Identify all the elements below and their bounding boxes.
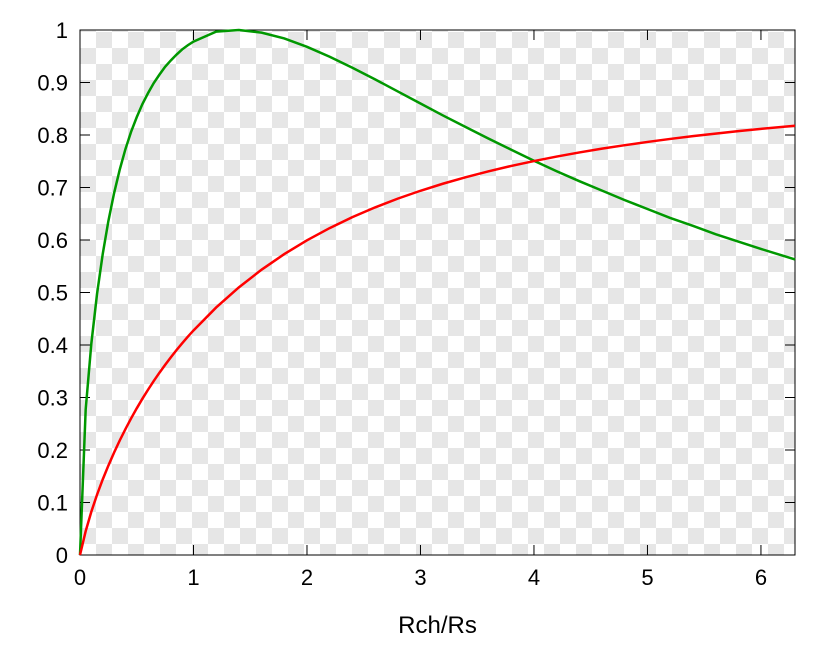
x-tick-label: 1 xyxy=(187,565,199,590)
x-tick-label: 4 xyxy=(528,565,540,590)
y-tick-label: 0.3 xyxy=(37,386,68,411)
y-tick-label: 0.8 xyxy=(37,123,68,148)
chart-container: 0 1 2 3 4 5 6 0 0.1 0.2 0.3 0.4 0.5 0.6 0.7 0.8 0.9 1 Rch/… xyxy=(0,0,820,656)
x-tick-label: 2 xyxy=(301,565,313,590)
y-tick-label: 0.7 xyxy=(37,176,68,201)
x-tick-label: 0 xyxy=(74,565,86,590)
x-axis-title: Rch/Rs xyxy=(398,612,477,639)
chart-svg: 0 1 2 3 4 5 6 0 0.1 0.2 0.3 0.4 0.5 0.6 0.7 0.8 0.9 1 Rch/… xyxy=(0,0,820,656)
y-tick-label: 0.9 xyxy=(37,71,68,96)
y-tick-label: 0 xyxy=(56,543,68,568)
y-tick-label: 0.2 xyxy=(37,438,68,463)
x-tick-label: 3 xyxy=(414,565,426,590)
x-tick-label: 6 xyxy=(755,565,767,590)
plot-bg xyxy=(80,30,795,555)
y-tick-label: 0.4 xyxy=(37,333,68,358)
y-tick-label: 0.6 xyxy=(37,228,68,253)
y-tick-label: 0.1 xyxy=(37,491,68,516)
y-tick-label: 0.5 xyxy=(37,281,68,306)
x-tick-label: 5 xyxy=(641,565,653,590)
y-tick-label: 1 xyxy=(56,18,68,43)
